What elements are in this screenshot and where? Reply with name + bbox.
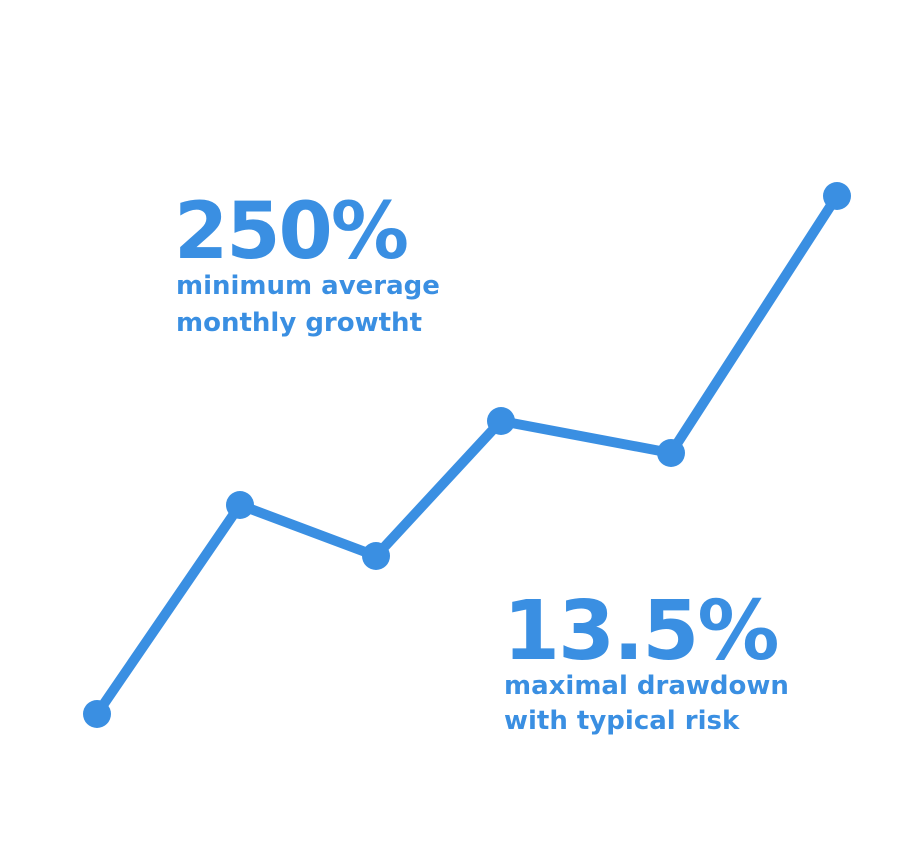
stat-caption: minimum average	[176, 271, 440, 301]
stat-caption: maximal drawdown	[504, 671, 789, 701]
dot	[226, 491, 254, 519]
stat-value: 13.5%	[503, 584, 777, 679]
growth-line	[92, 191, 842, 719]
dot	[487, 407, 515, 435]
dot	[657, 439, 685, 467]
stat-value: 250%	[174, 187, 407, 277]
dot	[823, 182, 851, 210]
stat-caption: monthly growtht	[176, 308, 422, 338]
dot	[362, 542, 390, 570]
dot	[83, 700, 111, 728]
stat-caption: with typical risk	[504, 706, 740, 736]
line-dots	[83, 182, 851, 728]
